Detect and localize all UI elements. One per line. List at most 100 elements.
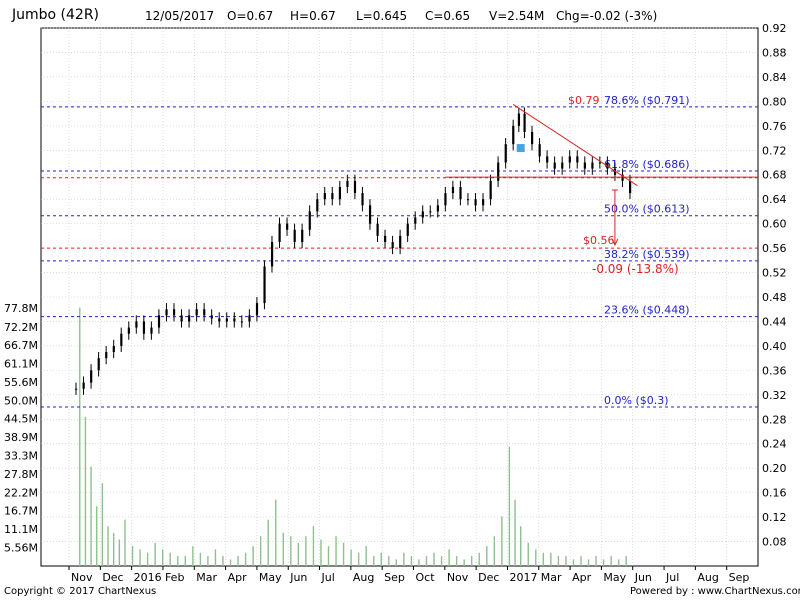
fib-level-label: 78.6% ($0.791) [604,94,690,107]
price-candle [583,162,586,169]
x-tick-label: Aug [697,571,718,584]
price-candle [308,211,311,230]
price-candle [142,321,146,334]
volume-tick-label: 50.0M [4,394,38,407]
fib-level-label: 38.2% ($0.539) [604,248,690,261]
price-candle [568,156,571,163]
target-price-label: $0.56 [583,234,615,247]
price-candle [523,113,526,132]
price-candle [561,162,564,169]
copyright-text: Copyright © 2017 ChartNexus [4,586,157,597]
price-tick-label: 0.68 [762,169,787,182]
price-candle [429,211,432,213]
price-candle [629,180,632,194]
x-tick-label: Sep [729,571,750,584]
price-candle [240,321,244,323]
x-tick-label: Jun [289,571,307,584]
price-candle [150,327,153,334]
quote-close: C=0.65 [425,9,471,23]
x-tick-label: Jul [665,571,679,584]
quote-open: O=0.67 [227,9,274,23]
volume-tick-label: 11.1M [4,523,38,536]
stock-name: Jumbo (42R) [12,7,100,23]
price-tick-label: 0.76 [762,120,787,133]
price-candle [82,382,85,389]
target-arrow-head [611,238,619,247]
price-tick-label: 0.32 [762,389,787,402]
price-candle [278,223,281,242]
quote-date: 12/05/2017 [145,9,215,23]
price-tick-label: 0.12 [762,511,787,524]
x-tick-label: Jun [634,571,652,584]
x-tick-label: Sep [384,571,405,584]
descending-trendline [512,104,638,187]
price-candle [90,370,93,383]
price-tick-label: 0.20 [762,462,787,475]
volume-tick-label: 33.3M [4,450,38,463]
quote-low: L=0.645 [356,9,408,23]
signal-marker [516,144,525,153]
price-candle [353,180,357,194]
price-tick-label: 0.72 [762,144,787,157]
x-tick-label: May [259,571,282,584]
x-tick-label: 2017 [509,571,537,584]
price-candle [361,193,364,206]
quote-high: H=0.67 [290,9,336,23]
price-candle [399,235,402,249]
volume-tick-label: 27.8M [4,468,38,481]
price-tick-label: 0.84 [762,71,787,84]
price-candle [286,223,289,230]
powered-by-text: Powered by : www.ChartNexus.com [630,586,800,597]
price-candle [376,223,379,236]
price-tick-label: 0.44 [762,315,787,328]
price-tick-label: 0.52 [762,267,787,280]
price-tick-label: 0.40 [762,340,787,353]
price-candle [188,315,191,322]
price-candle [512,125,515,145]
x-tick-label: Feb [165,571,184,584]
price-candle [466,199,470,201]
price-tick-label: 0.48 [762,291,787,304]
price-candle [270,241,274,267]
drop-percent-label: -0.09 (-13.8%) [592,262,679,276]
price-candle [504,144,507,163]
price-candle [482,199,485,206]
price-candle [531,131,534,145]
price-candle [203,309,206,316]
price-tick-label: 0.08 [762,536,787,549]
price-candle [263,266,266,304]
price-candle [248,315,251,322]
price-tick-label: 0.56 [762,242,787,255]
quote-change: Chg=-0.02 (-3%) [556,9,658,23]
price-candle [255,303,259,316]
price-tick-label: 0.28 [762,413,787,426]
price-candle [120,333,123,346]
price-candle [338,186,342,200]
x-tick-label: Mar [196,571,217,584]
price-candle [323,193,326,200]
price-candle [598,162,602,164]
price-candle [444,193,447,206]
price-candle [218,318,221,322]
x-tick-label: Apr [228,571,248,584]
volume-tick-label: 5.56M [4,542,38,555]
price-tick-label: 0.64 [762,193,787,206]
price-candle [451,186,455,194]
price-candle [346,180,349,187]
price-tick-label: 0.80 [762,95,787,108]
price-candle [368,205,372,224]
price-candle [391,241,394,249]
x-tick-label: Dec [102,571,123,584]
x-tick-label: Aug [353,571,374,584]
price-candle [613,168,617,175]
x-tick-label: Apr [572,571,592,584]
price-candle [421,211,424,218]
price-candle [576,156,579,163]
price-candle [135,321,138,328]
price-candle [546,156,549,163]
price-candle [406,223,409,236]
x-tick-label: Mar [541,571,562,584]
volume-tick-label: 55.6M [4,376,38,389]
